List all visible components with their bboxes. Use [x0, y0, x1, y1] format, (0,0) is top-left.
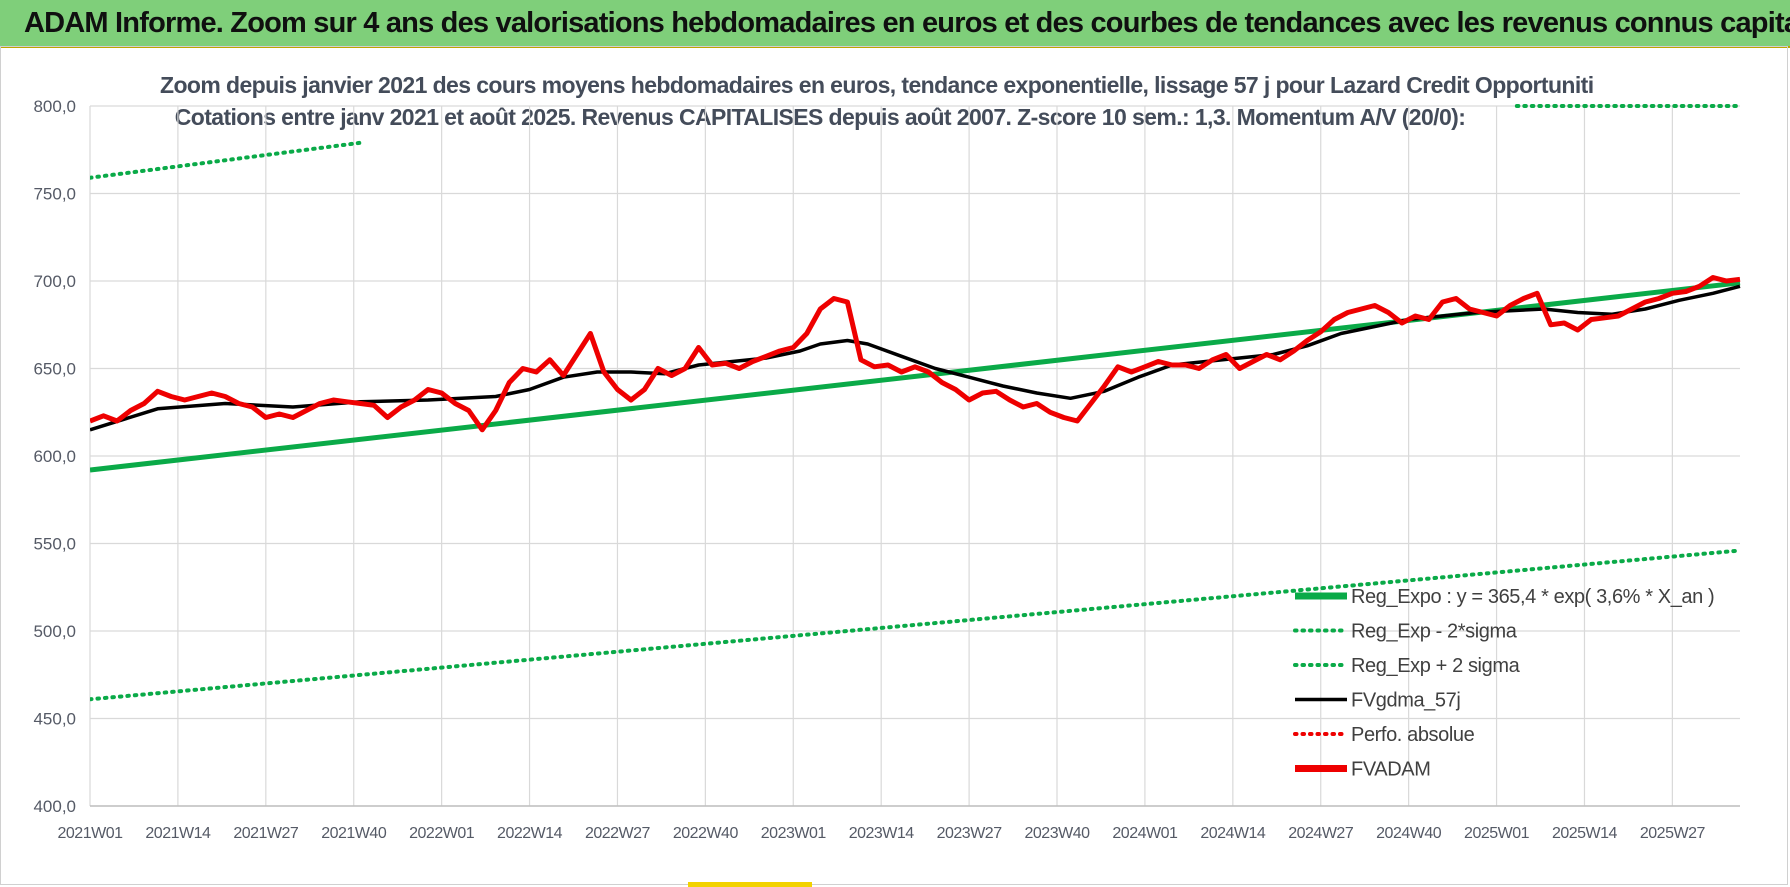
chart-title-line1: Zoom depuis janvier 2021 des cours moyen…	[160, 72, 1594, 98]
legend-label: FVgdma_57j	[1351, 690, 1460, 712]
legend-label: Perfo. absolue	[1351, 724, 1475, 746]
axes: 400,0 450,0 500,0 550,0 600,0 650,0 700,0 750,0…	[33, 97, 1740, 842]
x-tick-label: 2024W01	[1112, 825, 1178, 842]
x-tick-label: 2021W14	[145, 825, 211, 842]
x-tick-label: 2024W14	[1200, 825, 1266, 842]
x-tick-label: 2023W14	[849, 825, 915, 842]
x-tick-label: 2023W01	[761, 825, 827, 842]
x-tick-label: 2023W27	[937, 825, 1003, 842]
series-line-1	[90, 548, 1742, 702]
x-tick-label: 2023W40	[1025, 825, 1091, 842]
report-title: ADAM Informe. Zoom sur 4 ans des valoris…	[24, 7, 1790, 39]
legend-label: FVADAM	[1351, 759, 1430, 781]
x-tick-label: 2025W27	[1640, 825, 1706, 842]
chart-frame	[0, 46, 1788, 885]
legend-label: Reg_Exp + 2 sigma	[1351, 655, 1521, 677]
x-tick-label: 2025W01	[1464, 825, 1530, 842]
legend-label: Reg_Exp - 2*sigma	[1351, 621, 1518, 643]
legend-label: Reg_Expo : y = 365,4 * exp( 3,6% * X_an …	[1351, 586, 1714, 608]
x-tick-label: 2024W40	[1376, 825, 1442, 842]
y-tick-label: 700,0	[33, 272, 76, 291]
y-tick-label: 450,0	[33, 710, 76, 729]
y-tick-label: 400,0	[33, 797, 76, 816]
chart-title-line2: Cotations entre janv 2021 et août 2025. …	[174, 104, 1466, 130]
x-tick-label: 2022W14	[497, 825, 563, 842]
x-tick-label: 2022W40	[673, 825, 739, 842]
header-band: ADAM Informe. Zoom sur 4 ans des valoris…	[0, 0, 1790, 48]
y-tick-label: 750,0	[33, 185, 76, 204]
y-tick-label: 600,0	[33, 447, 76, 466]
series-line-2	[90, 140, 363, 180]
y-tick-label: 550,0	[33, 535, 76, 554]
x-tick-label: 2021W40	[321, 825, 387, 842]
legend: Reg_Expo : y = 365,4 * exp( 3,6% * X_an …	[1293, 586, 1715, 781]
x-tick-label: 2025W14	[1552, 825, 1618, 842]
y-tick-label: 500,0	[33, 622, 76, 641]
bottom-accent	[688, 882, 812, 887]
series	[90, 104, 1742, 702]
x-tick-label: 2022W27	[585, 825, 651, 842]
series-line-5	[90, 275, 1741, 433]
x-tick-label: 2022W01	[409, 825, 475, 842]
y-tick-label: 650,0	[33, 360, 76, 379]
y-tick-label: 800,0	[33, 97, 76, 116]
x-tick-label: 2021W01	[58, 825, 124, 842]
x-tick-label: 2024W27	[1288, 825, 1354, 842]
series-line-3	[90, 284, 1741, 432]
x-tick-label: 2021W27	[233, 825, 299, 842]
grid	[89, 105, 1740, 807]
